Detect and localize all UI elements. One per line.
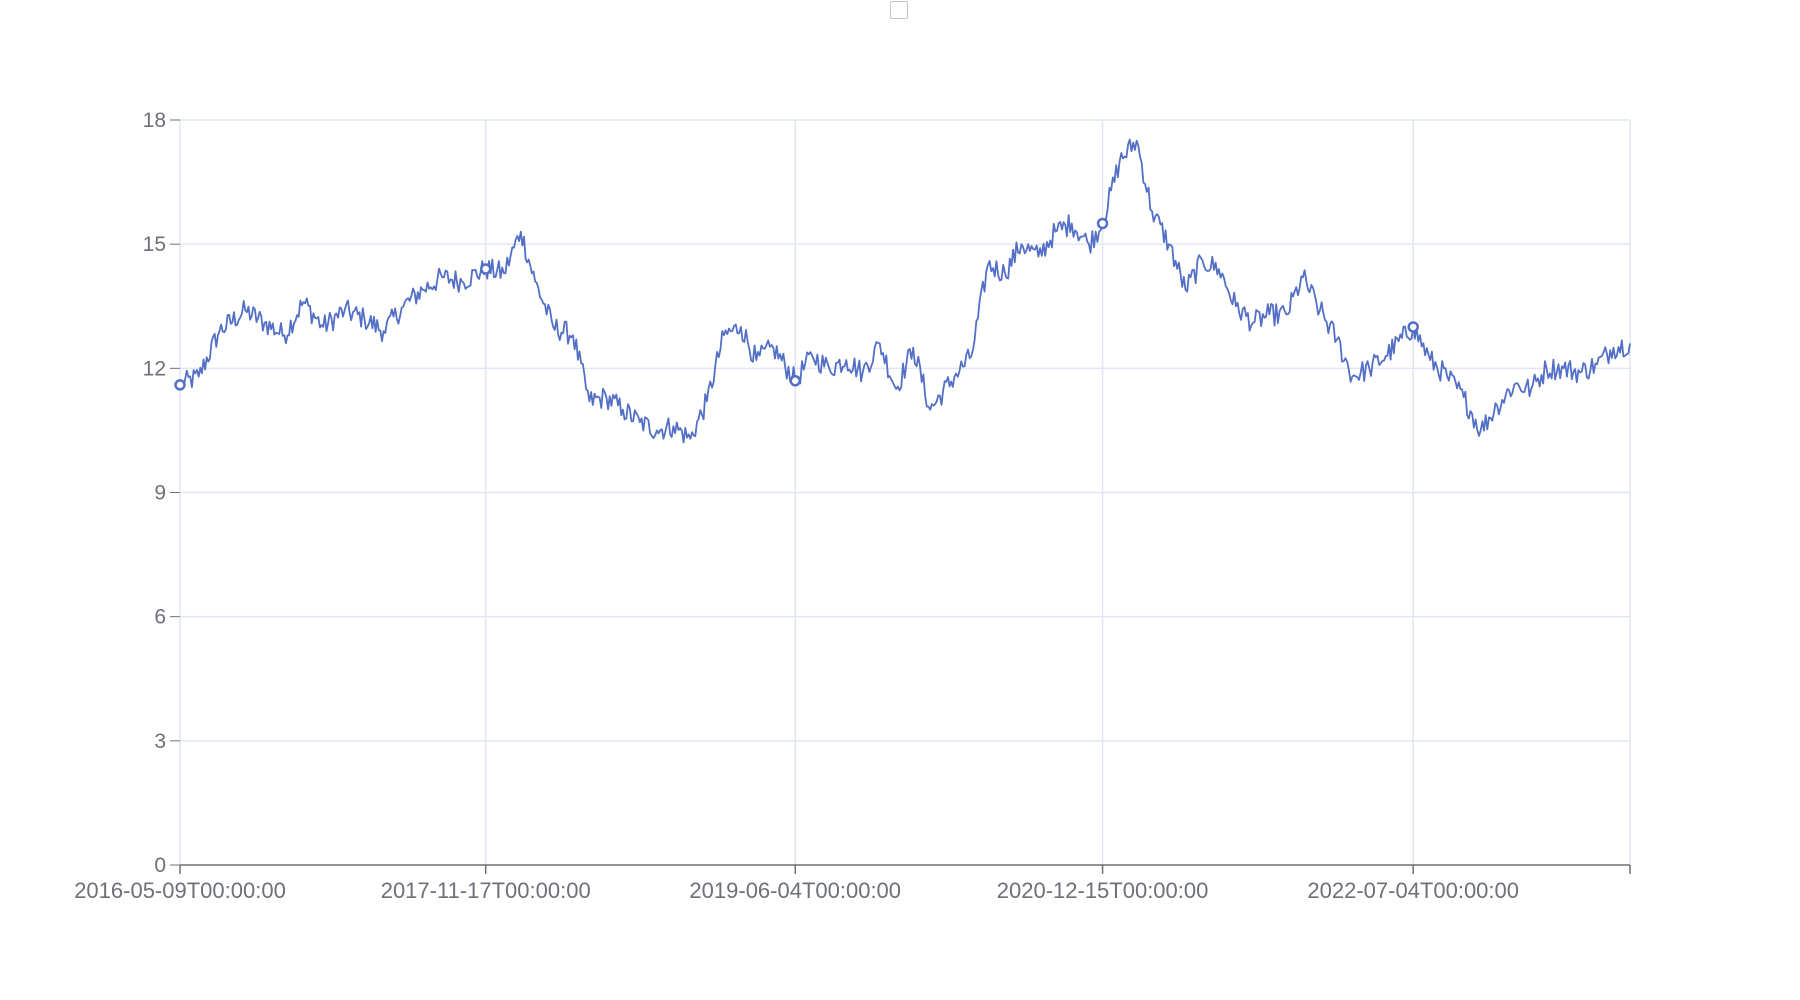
data-point-marker — [479, 263, 492, 275]
y-tick-label: 15 — [143, 233, 166, 256]
x-tick-label: 2022-07-04T00:00:00 — [1307, 878, 1519, 903]
y-tick-label: 9 — [154, 482, 166, 505]
data-point-marker — [174, 379, 186, 391]
series-layer — [179, 138, 1631, 444]
y-tick-label: 12 — [143, 357, 166, 380]
series-line — [179, 138, 1631, 444]
marker-layer — [174, 217, 1419, 391]
axis-layer: 0 3 6 9 12 15 18 2016-05-09T00:00:00 2017-11-17T… — [74, 109, 1631, 903]
y-tick-label: 6 — [154, 606, 166, 629]
x-tick-label: 2016-05-09T00:00:00 — [74, 878, 286, 903]
y-tick-label: 18 — [143, 109, 166, 132]
x-tick-label: 2020-12-15T00:00:00 — [997, 878, 1209, 903]
data-point-marker — [1407, 321, 1419, 333]
grid-layer — [179, 119, 1631, 865]
data-point-marker — [789, 375, 801, 387]
x-tick-label: 2019-06-04T00:00:00 — [689, 878, 901, 903]
y-tick-label: 3 — [154, 730, 166, 753]
x-tick-label: 2017-11-17T00:00:00 — [381, 878, 591, 903]
data-point-marker — [1096, 217, 1109, 230]
y-tick-label: 0 — [154, 854, 166, 877]
legend-toggle[interactable] — [890, 1, 908, 19]
